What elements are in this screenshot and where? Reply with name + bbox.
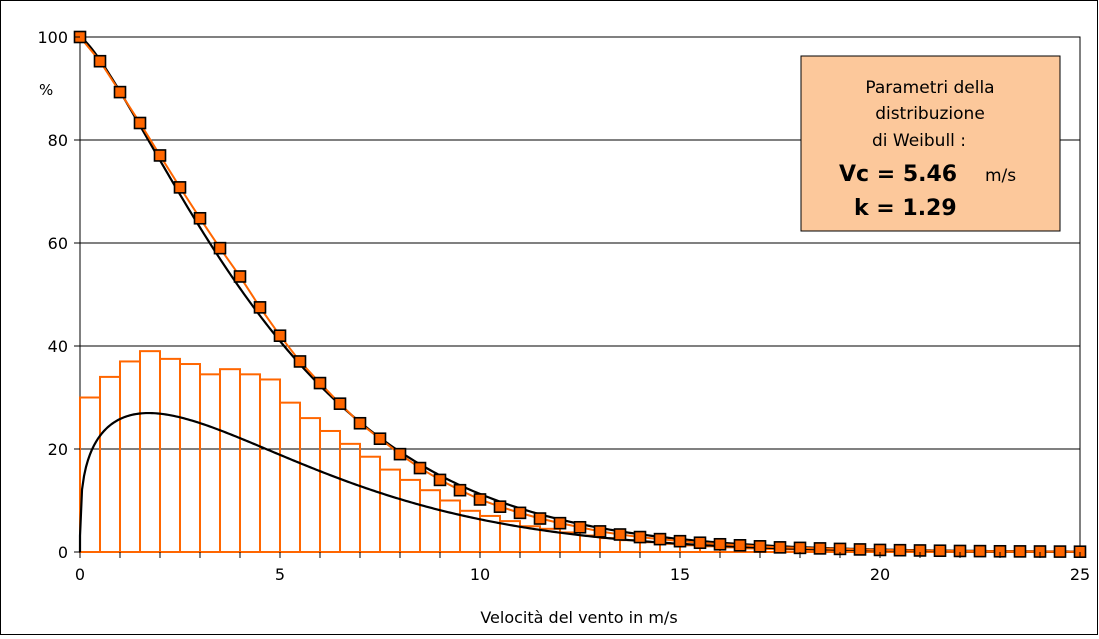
- y-axis-unit-label: %: [39, 81, 53, 99]
- y-tick-label: 100: [37, 28, 68, 47]
- data-point-marker: [195, 213, 206, 224]
- data-point-marker: [475, 494, 486, 505]
- data-point-marker: [235, 271, 246, 282]
- vc-unit: m/s: [985, 166, 1016, 186]
- x-tick-label: 10: [470, 565, 490, 584]
- data-point-marker: [775, 542, 786, 553]
- data-point-marker: [335, 398, 346, 409]
- data-point-marker: [355, 418, 366, 429]
- data-point-marker: [215, 243, 226, 254]
- data-point-marker: [935, 545, 946, 556]
- data-point-marker: [515, 507, 526, 518]
- data-point-marker: [675, 536, 686, 547]
- data-point-marker: [595, 526, 606, 537]
- y-tick-label: 0: [58, 543, 68, 562]
- data-point-marker: [155, 150, 166, 161]
- data-point-marker: [95, 56, 106, 67]
- data-point-marker: [535, 513, 546, 524]
- data-point-marker: [635, 532, 646, 543]
- data-point-marker: [975, 546, 986, 557]
- weibull-parameters-box: Parametri della distribuzione di Weibull…: [801, 56, 1060, 231]
- info-line-3: di Weibull :: [872, 131, 966, 151]
- data-point-marker: [275, 330, 286, 341]
- data-point-marker: [715, 539, 726, 550]
- k-value: k = 1.29: [854, 196, 957, 221]
- data-point-marker: [815, 543, 826, 554]
- x-tick-label: 5: [275, 565, 285, 584]
- data-point-marker: [1055, 546, 1066, 557]
- x-tick-label: 25: [1070, 565, 1090, 584]
- vc-value: Vc = 5.46: [839, 162, 957, 187]
- x-tick-label: 20: [870, 565, 890, 584]
- data-point-marker: [115, 87, 126, 98]
- data-point-marker: [315, 378, 326, 389]
- data-point-marker: [455, 485, 466, 496]
- data-point-marker: [895, 545, 906, 556]
- data-point-marker: [135, 118, 146, 129]
- data-point-marker: [855, 544, 866, 555]
- y-tick-label: 40: [48, 337, 68, 356]
- info-line-1: Parametri della: [865, 78, 994, 98]
- x-tick-label: 15: [670, 565, 690, 584]
- data-point-marker: [415, 463, 426, 474]
- data-point-marker: [255, 302, 266, 313]
- data-point-marker: [295, 356, 306, 367]
- data-point-marker: [695, 537, 706, 548]
- data-point-marker: [655, 534, 666, 545]
- x-tick-label: 0: [75, 565, 85, 584]
- data-point-marker: [395, 449, 406, 460]
- data-point-marker: [575, 522, 586, 533]
- data-point-marker: [555, 518, 566, 529]
- y-tick-label: 80: [48, 131, 68, 150]
- data-point-marker: [175, 182, 186, 193]
- x-axis-title: Velocità del vento in m/s: [480, 608, 677, 627]
- data-point-marker: [1015, 546, 1026, 557]
- data-point-marker: [795, 542, 806, 553]
- y-tick-label: 60: [48, 234, 68, 253]
- data-point-marker: [615, 529, 626, 540]
- y-tick-label: 20: [48, 440, 68, 459]
- data-point-marker: [755, 541, 766, 552]
- data-point-marker: [375, 433, 386, 444]
- data-point-marker: [435, 474, 446, 485]
- data-point-marker: [495, 501, 506, 512]
- info-line-2: distribuzione: [875, 104, 985, 124]
- data-point-marker: [735, 540, 746, 551]
